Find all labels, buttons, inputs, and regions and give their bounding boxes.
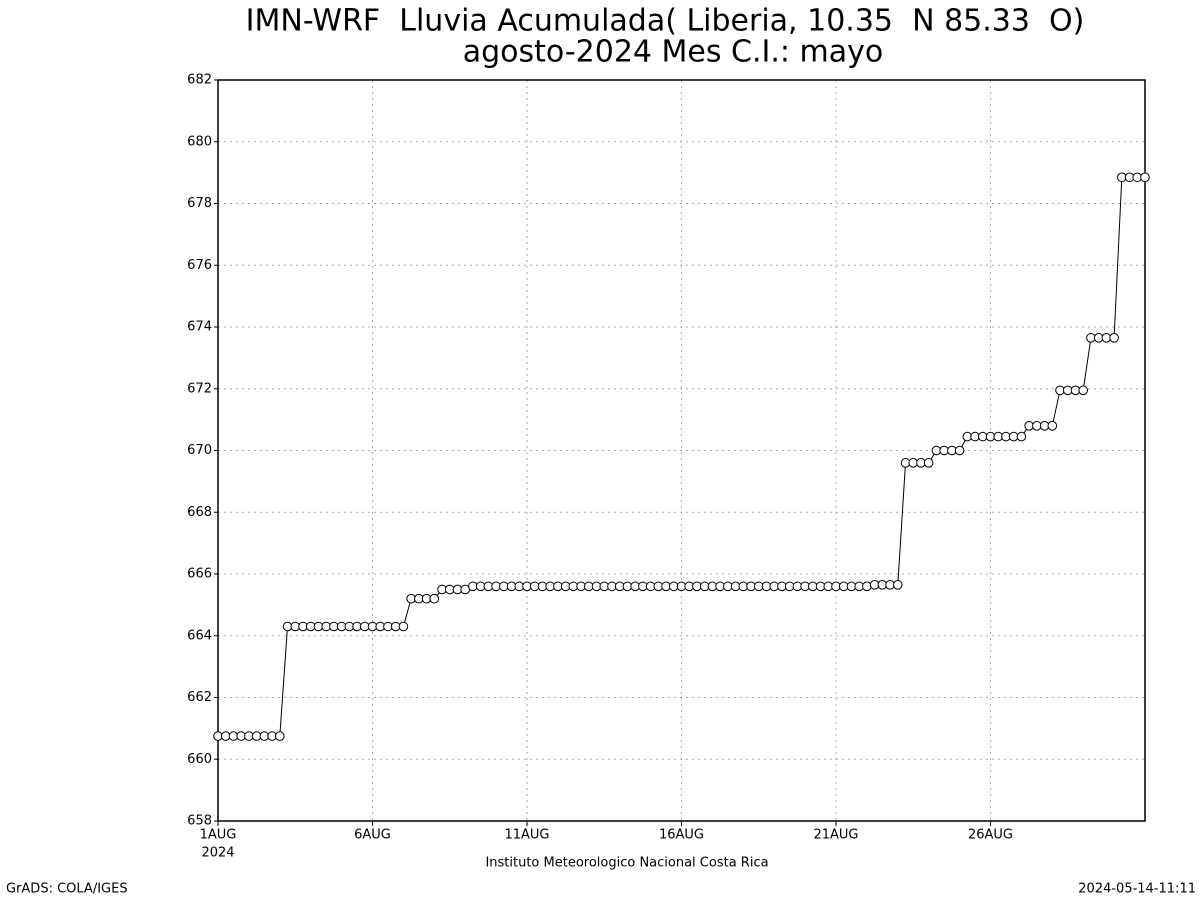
data-point (923, 458, 934, 468)
y-tick-label: 682 (187, 73, 212, 88)
data-point (429, 593, 440, 604)
y-tick-label: 658 (187, 814, 212, 829)
x-tick-label: 16AUG (659, 828, 704, 843)
y-tick-label: 676 (187, 258, 212, 273)
y-tick-label: 680 (187, 134, 212, 149)
x-tick-label: 1AUG (200, 828, 237, 843)
footer-left: GrADS: COLA/IGES (6, 882, 128, 897)
data-point (1016, 431, 1027, 442)
data-point (862, 581, 872, 592)
x-tick-label: 26AUG (968, 828, 1013, 843)
y-tick-label: 674 (187, 320, 212, 335)
x-tick-label: 6AUG (354, 828, 391, 843)
chart-subtitle: agosto-2024 Mes C.I.: mayo (463, 35, 884, 70)
data-point (893, 580, 903, 590)
x-tick-label: 21AUG (813, 828, 858, 843)
y-tick-label: 678 (187, 196, 212, 211)
data-point (954, 445, 965, 456)
x-axis-label: Instituto Meteorologico Nacional Costa R… (485, 856, 768, 871)
data-point (398, 621, 409, 632)
y-tick-label: 664 (187, 628, 212, 643)
y-tick-label: 662 (187, 690, 212, 705)
y-tick-label: 668 (187, 505, 212, 520)
data-point (1078, 385, 1088, 396)
y-tick-label: 672 (187, 381, 212, 396)
data-point (1109, 333, 1119, 343)
data-point (1140, 172, 1150, 183)
footer-right: 2024-05-14-11:11 (1078, 882, 1196, 897)
data-point (1047, 421, 1058, 431)
y-tick-label: 666 (187, 567, 212, 582)
y-tick-label: 660 (187, 752, 212, 767)
plot-frame (217, 79, 1146, 822)
data-point (275, 731, 285, 741)
y-tick-label: 670 (187, 443, 212, 458)
x-tick-label: 11AUG (504, 828, 549, 843)
chart-title: IMN-WRF Lluvia Acumulada( Liberia, 10.35… (246, 4, 1085, 39)
x-year-label: 2024 (201, 846, 234, 861)
